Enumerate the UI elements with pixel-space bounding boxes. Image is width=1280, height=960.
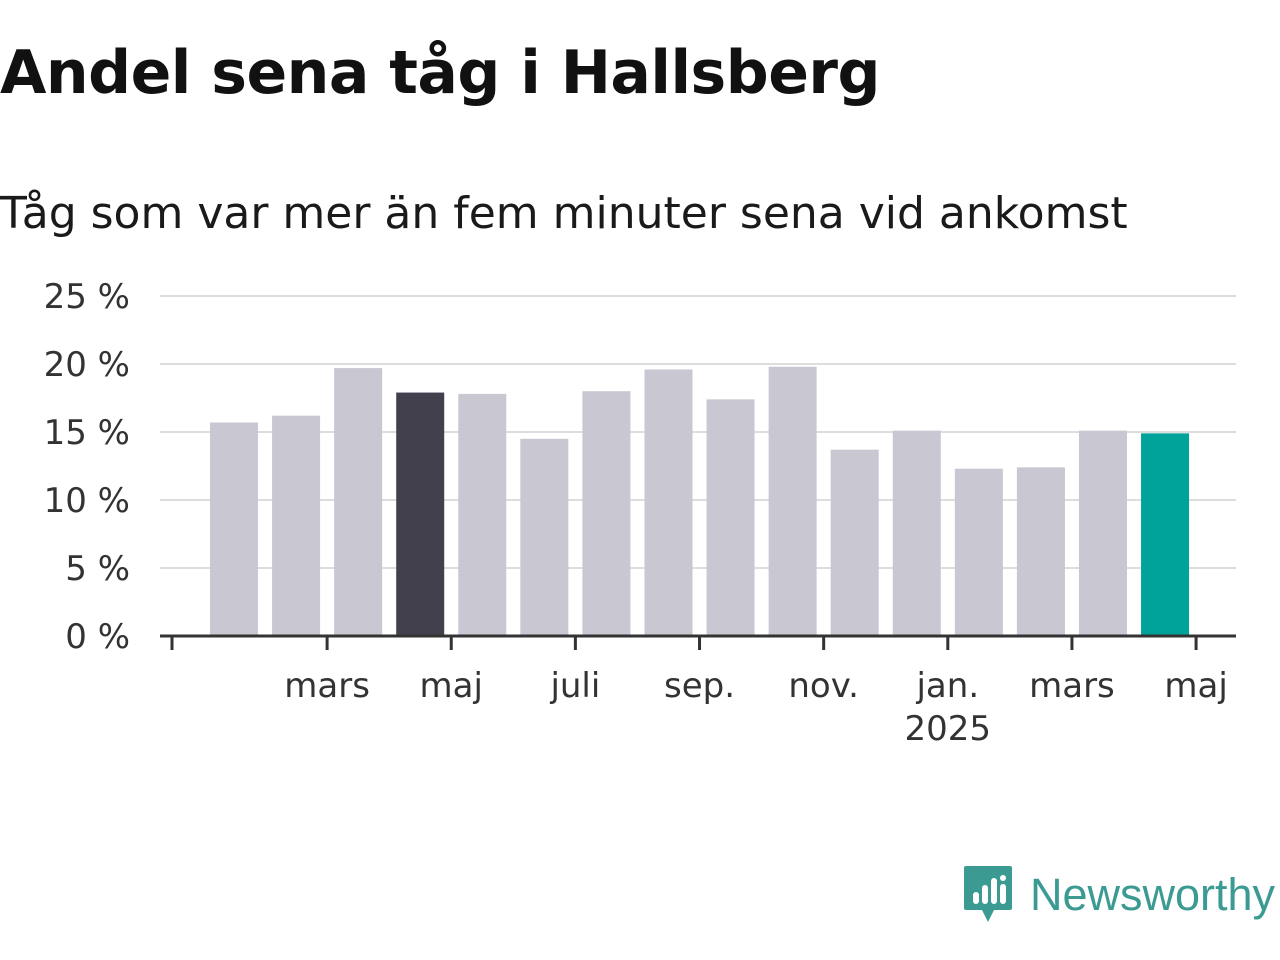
x-tick-label: sep. [664,666,735,706]
bar-chart-speech-bubble-icon [964,866,1012,922]
bar [210,422,258,636]
x-tick-label: nov. [788,666,859,706]
bar [768,366,817,636]
x-tick-sublabel: 2025 [905,709,992,749]
y-tick-label: 15 % [44,413,130,453]
y-tick-label: 0 % [65,617,130,657]
x-tick-label: jan. [915,666,979,706]
y-axis-labels: 0 % 5 % 10 % 15 % 20 % 25 % [44,277,130,657]
y-tick-label: 20 % [44,345,130,385]
bar [520,438,569,636]
bar [892,430,941,636]
bar [1141,433,1190,636]
x-tick-label: maj [420,666,483,706]
grid-lines [160,295,1236,569]
x-axis-labels: mars maj juli sep. nov. jan.2025 mars maj [284,666,1228,749]
bar [272,415,321,636]
bar [830,449,879,636]
y-tick-label: 10 % [44,481,130,521]
bar [582,391,631,636]
x-tick-label: juli [549,666,600,706]
y-tick-label: 5 % [65,549,130,589]
x-tick-label: mars [1029,666,1115,706]
newsworthy-logo: Newsworthy [962,864,1275,926]
x-axis [160,634,1236,650]
chart-subtitle: Tåg som var mer än fem minuter sena vid … [0,188,1128,239]
bar [1078,430,1127,636]
bar [458,393,507,636]
bar [706,399,755,636]
bar [334,368,383,636]
x-tick-label: mars [284,666,370,706]
bar [396,392,445,636]
bar [1016,467,1065,636]
bar [954,468,1003,636]
y-tick-label: 25 % [44,277,130,317]
x-tick-label: maj [1164,666,1227,706]
logo-wordmark: Newsworthy [1030,869,1276,920]
bar [644,369,693,636]
chart-title: Andel sena tåg i Hallsberg [0,38,880,108]
bars [210,366,1190,636]
bar-chart: 0 % 5 % 10 % 15 % 20 % 25 % mars maj juli sep. no… [44,277,1236,749]
